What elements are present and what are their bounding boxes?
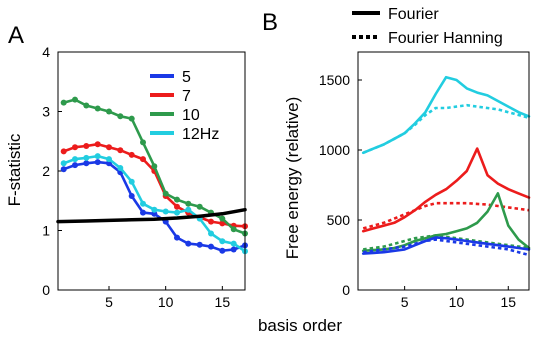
panel-b-series-line-5-dashed-line [363,234,530,251]
panel-a: A F-statistic 5 10 15 0 1 2 3 4 5 7 10 12Hz [5,22,248,310]
panel-a-series-12hz-point [185,206,192,213]
panel-a-series-10-point [128,115,135,122]
panel-a-series-12hz-point [94,153,101,160]
panel-a-series-10-point [140,139,146,146]
panel-a-ylabel: F-statistic [5,133,24,206]
panel-a-series-7-point [117,147,124,154]
panel-a-series-5-point [140,209,146,216]
panel-a-series-7-point [60,148,67,155]
panel-a-series-5-point [72,162,78,169]
panel-b-series-line-7-dashed-line [363,238,530,257]
panel-a-plot-area [56,96,248,255]
panel-a-series-5-point [83,160,90,167]
panel-a-series-12hz-point [230,240,237,247]
panel-a-ytick-label: 4 [42,44,50,60]
panel-a-series-12hz-point [72,156,78,163]
panel-a-series-12hz-point [128,178,135,185]
panel-a-series-7-point [174,203,180,210]
panel-a-xtick-label: 10 [158,294,174,310]
panel-a-series-10-point [83,102,90,109]
panel-a-ytick-label: 1 [42,223,50,239]
panel-a-series-10-point [60,99,67,106]
panel-b: B Free energy (relative) 5 10 15 0 500 1000 15… [262,6,531,310]
panel-a-series-10-point [174,196,180,203]
panel-b-label: B [262,9,278,36]
panel-b-ytick-label: 1500 [319,72,350,88]
legend-a-label-5: 5 [182,69,191,86]
panel-a-series-10-point [162,190,169,197]
panel-a-series-7-point [208,218,214,225]
panel-a-series-12hz-point [174,209,180,216]
panel-a-label: A [8,22,24,49]
panel-a-series-12hz-point [106,156,112,163]
panel-b-ytick-label: 1000 [319,142,350,158]
panel-a-series-5-point [196,241,203,248]
panel-b-series-line-6-line [361,236,531,255]
panel-b-ylabel: Free energy (relative) [283,97,302,260]
panel-b-series-line-0-line [361,75,531,155]
panel-a-series-10-point [151,163,158,170]
panel-b-legend: Fourier Fourier Hanning [352,6,503,47]
legend-b-label-fourier: Fourier [388,6,439,23]
panel-a-series-5-point [151,210,158,217]
panel-b-ticks: 5 10 15 0 500 1000 1500 [319,72,516,310]
panel-a-series-5-point [94,159,101,166]
panel-b-ytick-label: 500 [327,212,351,228]
panel-a-series-5-point [174,234,180,241]
legend-a-label-7: 7 [182,88,191,105]
panel-b-xtick-label: 15 [500,294,516,310]
panel-a-series-12hz-point [117,165,124,171]
panel-a-series-line-4-line [56,207,247,224]
panel-a-series-7-point [94,141,101,148]
panel-a-series-12hz-point [60,160,67,167]
panel-a-series-12hz-point [162,208,169,215]
panel-a-frame [57,51,246,291]
panel-a-ytick-label: 0 [42,282,50,298]
panel-a-series-12hz-point [83,154,90,161]
panel-b-frame [357,51,530,291]
panel-a-series-5-point [185,240,192,247]
legend-a-label-12hz: 12Hz [182,126,219,143]
panel-a-legend: 5 7 10 12Hz [150,69,219,143]
panel-a-series-10-point [106,108,112,115]
panel-a-series-12hz-point [208,230,214,237]
panel-a-series-10-point [117,113,124,120]
panel-a-series-7-point [219,220,226,227]
panel-a-series-10-point [219,215,226,222]
panel-a-series-7-point [106,144,112,151]
panel-b-xtick-label: 10 [449,294,465,310]
panel-a-series-7-point [140,156,146,163]
panel-a-xtick-label: 15 [215,294,231,310]
panel-a-ytick-label: 2 [42,163,50,179]
panel-a-series-5-point [230,246,237,253]
panel-b-series-line-1-dashed-line [362,103,530,155]
panel-b-series-line-2-line [361,147,531,233]
shared-xlabel: basis order [258,316,342,335]
panel-a-series-7-point [128,151,135,158]
panel-a-series-10-point [185,200,192,207]
panel-b-plot-area [361,75,531,257]
panel-b-series-line-3-dashed-line [362,201,530,230]
panel-a-series-7-point [72,144,78,151]
panel-a-series-5-point [60,166,67,173]
legend-b-label-fourier-hanning: Fourier Hanning [388,30,503,47]
panel-a-series-10-point [94,105,101,112]
panel-b-xtick-label: 5 [401,294,409,310]
panel-a-series-10-point [196,203,203,210]
panel-a-xtick-label: 5 [105,294,113,310]
panel-a-ticks: 5 10 15 0 1 2 3 4 [42,44,230,310]
panel-a-series-12hz-point [219,238,226,245]
panel-a-series-10-point [72,96,78,103]
panel-a-series-7-point [83,143,90,149]
legend-a-label-10: 10 [182,107,200,124]
panel-a-series-12hz-point [140,200,146,207]
panel-a-series-12hz-point [151,206,158,213]
panel-b-ytick-label: 0 [342,282,350,298]
panel-a-series-10-point [230,226,237,233]
panel-a-series-5-point [208,243,214,250]
panel-a-series-5-point [128,193,135,199]
panel-a-ytick-label: 3 [42,104,50,120]
panel-a-series-5-point [219,247,226,254]
